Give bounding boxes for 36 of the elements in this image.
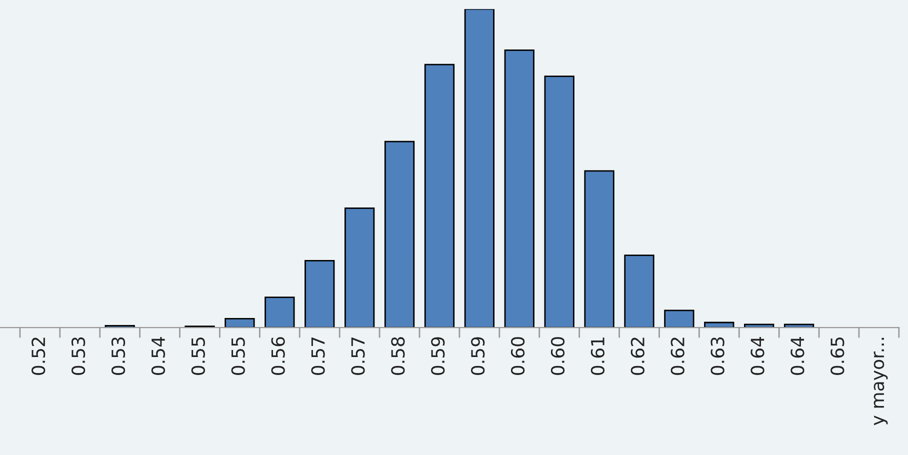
x-tick-label: 0.54: [151, 336, 166, 375]
bar: [304, 260, 335, 328]
x-tick-label: 0.57: [351, 337, 365, 375]
bar: [584, 170, 614, 328]
bar: [464, 9, 494, 328]
x-tick-label: 0.56: [271, 337, 285, 375]
bar: [504, 49, 534, 328]
x-tick-label: 0.59: [471, 337, 485, 375]
x-tick-label: 0.57: [311, 337, 325, 375]
bar: [264, 296, 295, 328]
bar: [744, 324, 774, 328]
x-tick-label: 0.64: [750, 336, 764, 375]
x-tick-label: 0.61: [590, 338, 605, 375]
bar: [544, 76, 574, 328]
x-tick-label: 0.59: [431, 337, 445, 375]
x-tick-label: 0.65: [830, 338, 844, 375]
x-tick-label: 0.63: [710, 337, 724, 375]
x-tick-label: 0.55: [191, 338, 205, 375]
x-tick-label: 0.62: [670, 338, 684, 375]
bar: [384, 140, 415, 328]
x-tick-label: 0.60: [510, 337, 525, 375]
bar: [424, 64, 455, 328]
x-tick-label: y mayor...: [874, 338, 888, 426]
x-tick-label: 0.58: [391, 337, 405, 375]
x-tick-label: 0.62: [630, 338, 644, 375]
x-tick-label: 0.53: [111, 337, 126, 375]
x-tick-label: 0.60: [550, 337, 565, 375]
bar: [224, 318, 255, 328]
x-tick-label: 0.53: [71, 337, 86, 375]
bar: [664, 310, 694, 328]
bar: [624, 254, 654, 328]
x-tick-label: 0.52: [32, 338, 46, 375]
x-tick-label: 0.55: [231, 338, 245, 375]
bar: [784, 324, 814, 328]
x-tick-label: 0.64: [790, 336, 804, 375]
bar: [344, 207, 375, 328]
